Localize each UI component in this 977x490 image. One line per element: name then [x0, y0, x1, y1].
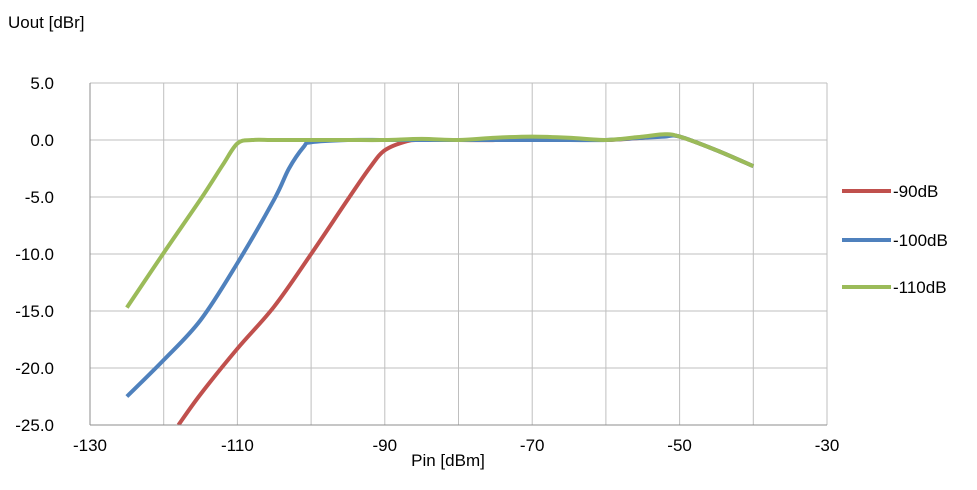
legend-label: -110dB [893, 278, 947, 297]
y-tick-label: -15.0 [15, 302, 54, 321]
y-tick-label: 5.0 [30, 74, 54, 93]
series-line-3 [125, 132, 755, 309]
x-tick-label: -30 [815, 436, 840, 455]
series-lines [125, 132, 755, 425]
gridlines [89, 82, 828, 426]
legend-label: -90dB [893, 182, 938, 201]
x-axis-title: Pin [dBm] [411, 451, 485, 470]
y-axis-title: Uout [dBr] [8, 13, 85, 32]
legend: -90dB -100dB -110dB [842, 182, 948, 297]
series-line-2 [125, 133, 755, 398]
legend-label: -100dB [893, 231, 948, 250]
axes: 5.0 0.0 -5.0 -10.0 -15.0 -20.0 -25.0 -130 -110 -9… [8, 13, 839, 470]
y-tick-label: 0.0 [30, 131, 54, 150]
y-tick-label: -5.0 [25, 188, 54, 207]
y-tick-label: -20.0 [15, 359, 54, 378]
x-tick-label: -50 [667, 436, 692, 455]
x-tick-label: -90 [373, 436, 398, 455]
x-tick-label: -130 [73, 436, 107, 455]
y-tick-label: -25.0 [15, 416, 54, 435]
x-tick-label: -70 [520, 436, 545, 455]
x-tick-label: -110 [221, 436, 254, 455]
series-line-1 [176, 133, 755, 425]
y-tick-label: -10.0 [15, 245, 54, 264]
